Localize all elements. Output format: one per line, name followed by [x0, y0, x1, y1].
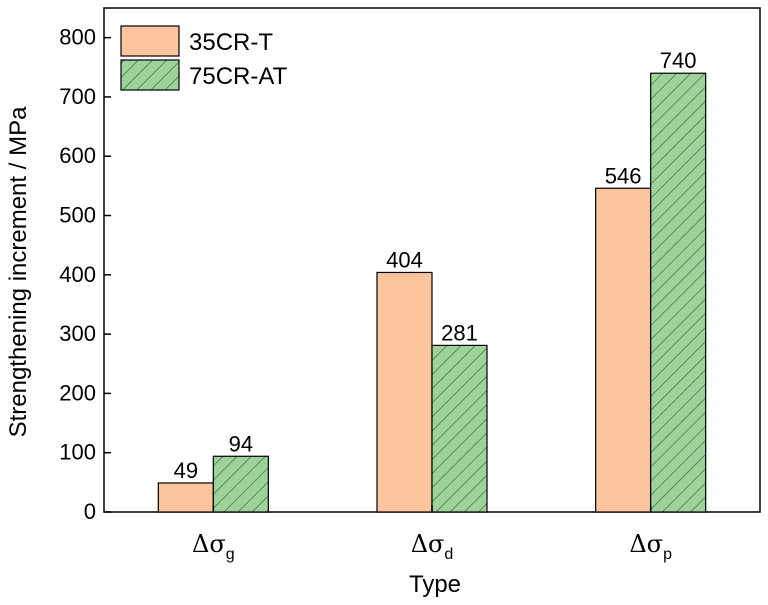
x-tick-label-subscript: d	[444, 546, 453, 563]
data-label-75cr-at-g: 94	[229, 431, 253, 456]
x-tick-label-p: Δσp	[629, 530, 672, 563]
x-axis: Δσg Δσd Δσp	[192, 505, 672, 563]
y-tick-label-200: 200	[59, 380, 96, 405]
y-tick-label-400: 400	[59, 262, 96, 287]
bar-35cr-t-p	[595, 187, 652, 513]
y-axis: 0 100 200 300 400 500 600 700 800	[59, 25, 111, 524]
x-tick-label-d: Δσd	[411, 530, 454, 563]
data-labels: 49 94 404 281 546 740	[174, 48, 697, 483]
y-tick-label-300: 300	[59, 321, 96, 346]
y-tick-label-800: 800	[59, 25, 96, 50]
legend-label-35cr-t: 35CR-T	[189, 29, 273, 56]
data-label-35cr-t-g: 49	[174, 458, 198, 483]
y-tick-label-700: 700	[59, 84, 96, 109]
y-tick-label-500: 500	[59, 203, 96, 228]
data-label-35cr-t-p: 546	[605, 163, 642, 188]
bar-75cr-at-p	[650, 72, 707, 513]
data-label-35cr-t-d: 404	[386, 247, 423, 272]
data-label-75cr-at-d: 281	[441, 320, 478, 345]
x-tick-label-subscript: g	[226, 546, 235, 563]
legend: 35CR-T 75CR-AT	[120, 25, 288, 91]
bar-75cr-at-d	[431, 344, 488, 513]
legend-swatch-75cr-at	[120, 59, 180, 91]
data-label-75cr-at-p: 740	[660, 48, 697, 73]
bar-75cr-at-g	[212, 455, 269, 513]
y-tick-label-600: 600	[59, 143, 96, 168]
bar-35cr-t-d	[376, 271, 433, 513]
y-axis-title: Strengthening increment / MPa	[5, 106, 32, 437]
x-axis-title: Type	[409, 571, 461, 598]
y-tick-label-0: 0	[84, 499, 96, 524]
x-tick-label-g: Δσg	[192, 530, 235, 563]
bar-35cr-t-g	[157, 482, 214, 513]
bars	[157, 72, 707, 513]
legend-label-75cr-at: 75CR-AT	[189, 63, 288, 90]
x-tick-label-subscript: p	[663, 546, 672, 563]
legend-swatch-35cr-t	[120, 25, 180, 57]
y-tick-label-100: 100	[59, 440, 96, 465]
